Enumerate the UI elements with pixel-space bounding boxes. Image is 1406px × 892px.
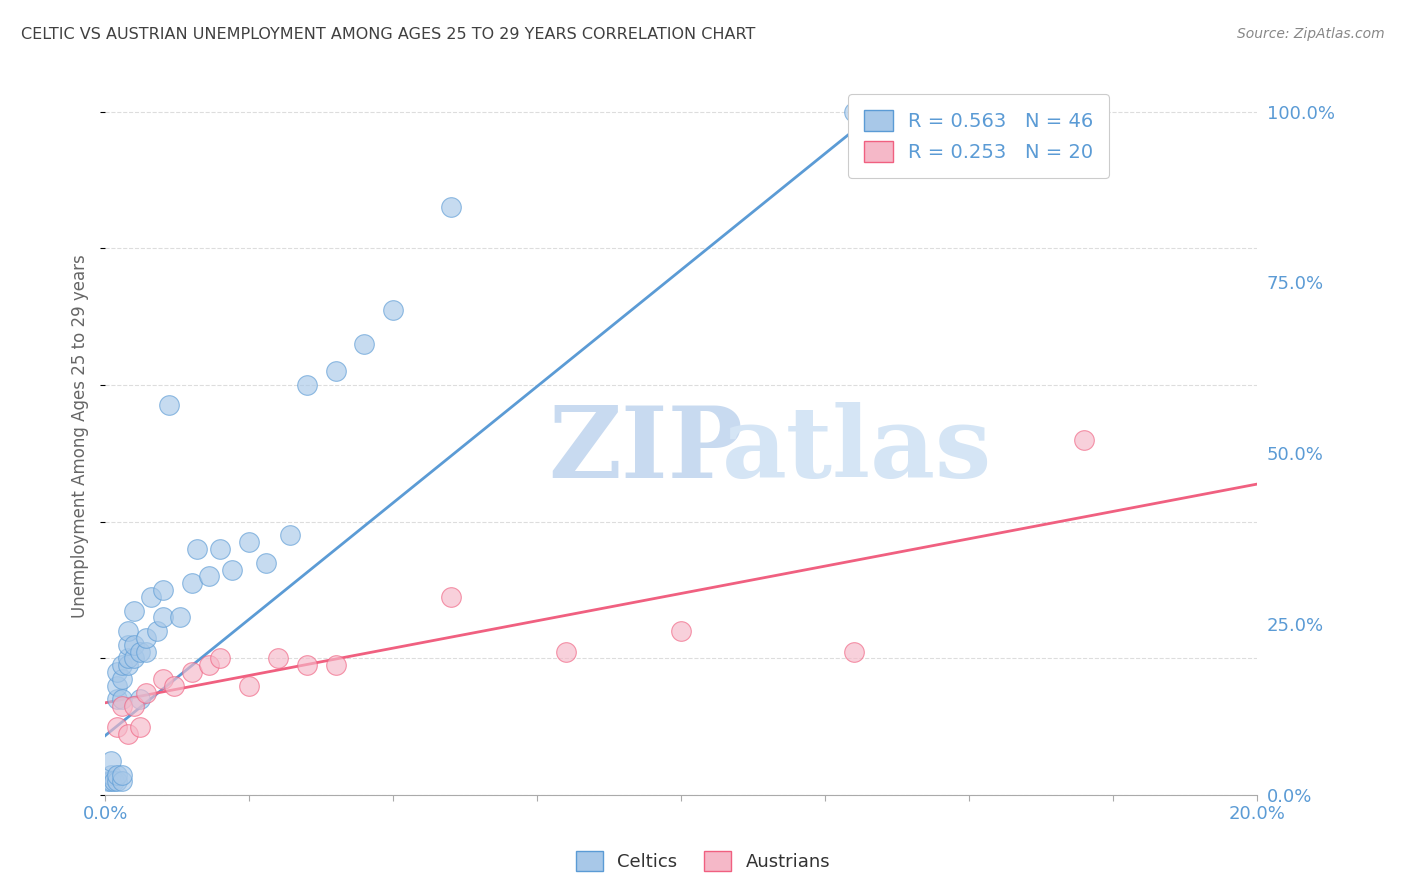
Point	[198, 569, 221, 583]
Point	[256, 556, 278, 570]
Point	[111, 672, 134, 686]
Point	[117, 658, 139, 673]
Point	[103, 774, 125, 789]
Point	[295, 658, 318, 673]
Point	[278, 528, 301, 542]
Point	[209, 541, 232, 556]
Point	[157, 399, 180, 413]
Point	[100, 774, 122, 789]
Point	[267, 651, 290, 665]
Point	[152, 672, 174, 686]
Point	[111, 767, 134, 781]
Point	[105, 767, 128, 781]
Point	[100, 754, 122, 768]
Point	[111, 692, 134, 706]
Text: Source: ZipAtlas.com: Source: ZipAtlas.com	[1237, 27, 1385, 41]
Point	[842, 644, 865, 658]
Point	[105, 774, 128, 789]
Point	[105, 679, 128, 693]
Point	[325, 658, 347, 673]
Point	[440, 590, 463, 604]
Point	[135, 631, 157, 645]
Point	[152, 610, 174, 624]
Text: ZIP: ZIP	[548, 402, 744, 500]
Text: atlas: atlas	[721, 402, 991, 500]
Point	[440, 200, 463, 214]
Point	[135, 685, 157, 699]
Point	[122, 651, 145, 665]
Point	[295, 378, 318, 392]
Point	[1073, 433, 1095, 447]
Point	[111, 658, 134, 673]
Point	[169, 610, 191, 624]
Point	[117, 726, 139, 740]
Point	[325, 364, 347, 378]
Point	[105, 665, 128, 679]
Point	[152, 582, 174, 597]
Point	[117, 651, 139, 665]
Point	[128, 644, 150, 658]
Point	[146, 624, 169, 638]
Text: CELTIC VS AUSTRIAN UNEMPLOYMENT AMONG AGES 25 TO 29 YEARS CORRELATION CHART: CELTIC VS AUSTRIAN UNEMPLOYMENT AMONG AG…	[21, 27, 755, 42]
Point	[238, 535, 260, 549]
Point	[117, 624, 139, 638]
Point	[122, 638, 145, 652]
Legend: Celtics, Austrians: Celtics, Austrians	[568, 844, 838, 879]
Point	[122, 603, 145, 617]
Point	[135, 644, 157, 658]
Point	[180, 576, 202, 591]
Point	[111, 699, 134, 714]
Point	[842, 104, 865, 119]
Point	[163, 679, 186, 693]
Point	[111, 774, 134, 789]
Point	[105, 720, 128, 734]
Point	[382, 302, 405, 317]
Point	[128, 720, 150, 734]
Point	[97, 774, 120, 789]
Point	[117, 638, 139, 652]
Point	[105, 692, 128, 706]
Y-axis label: Unemployment Among Ages 25 to 29 years: Unemployment Among Ages 25 to 29 years	[72, 254, 89, 618]
Point	[353, 337, 375, 351]
Point	[209, 651, 232, 665]
Point	[555, 644, 578, 658]
Point	[669, 624, 692, 638]
Point	[186, 541, 208, 556]
Point	[198, 658, 221, 673]
Point	[180, 665, 202, 679]
Point	[122, 699, 145, 714]
Point	[238, 679, 260, 693]
Point	[141, 590, 163, 604]
Point	[128, 692, 150, 706]
Point	[221, 562, 243, 576]
Point	[100, 767, 122, 781]
Legend: R = 0.563   N = 46, R = 0.253   N = 20: R = 0.563 N = 46, R = 0.253 N = 20	[848, 95, 1109, 178]
